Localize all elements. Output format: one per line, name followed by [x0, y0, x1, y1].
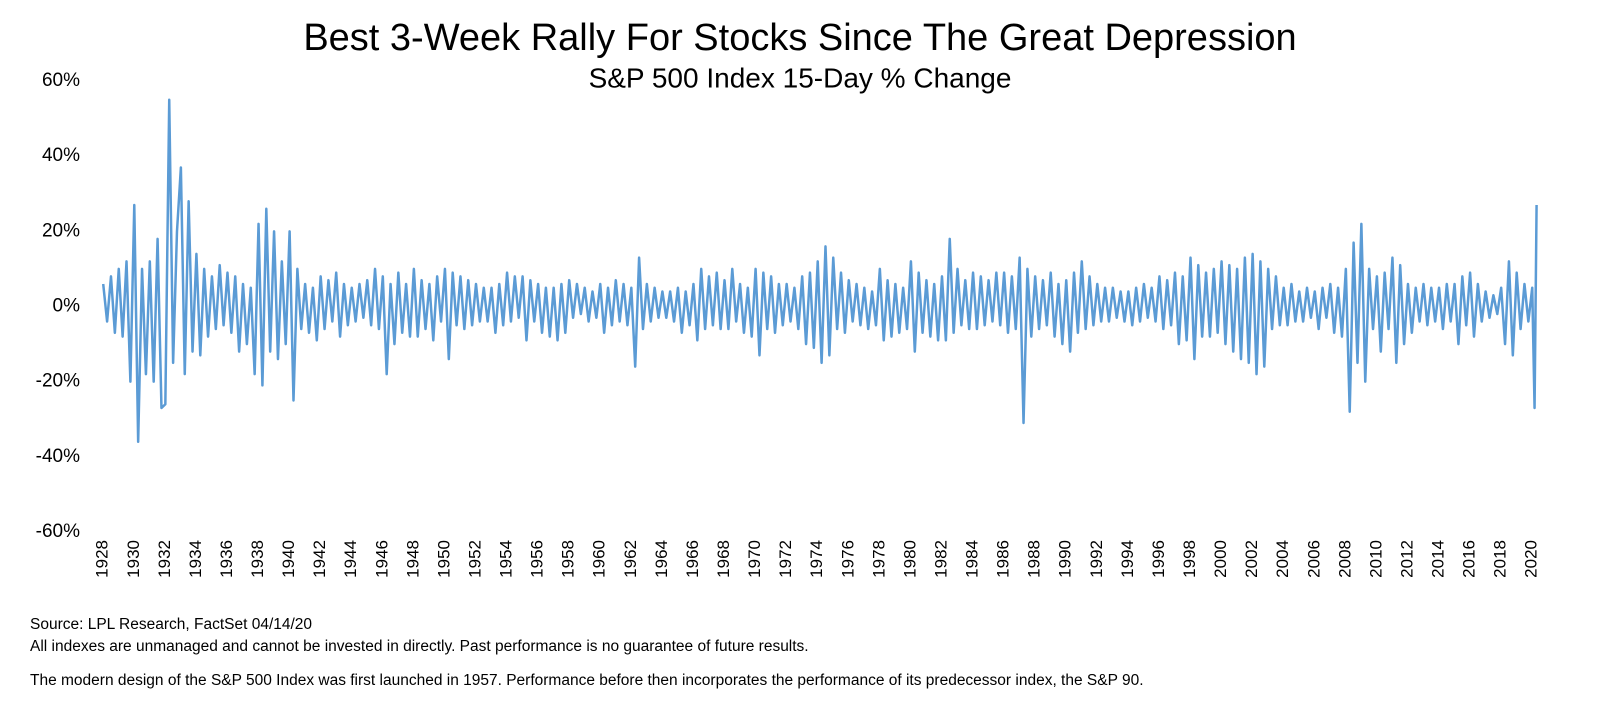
y-tick-label: -20% [36, 371, 80, 392]
x-tick-label: 1998 [1180, 540, 1199, 578]
x-tick-label: 1952 [465, 540, 484, 578]
y-tick-label: -60% [36, 521, 80, 542]
x-tick-label: 1964 [652, 540, 671, 578]
x-tick-label: 1944 [341, 540, 360, 578]
x-tick-label: 1950 [434, 540, 453, 578]
x-tick-label: 2018 [1491, 540, 1510, 578]
x-tick-label: 1956 [528, 540, 547, 578]
y-tick-label: -40% [36, 446, 80, 467]
x-tick-label: 1928 [93, 540, 112, 578]
x-tick-label: 2016 [1460, 540, 1479, 578]
x-tick-label: 2012 [1397, 540, 1416, 578]
x-tick-label: 1954 [497, 540, 516, 578]
x-tick-label: 1966 [683, 540, 702, 578]
x-tick-label: 1984 [963, 540, 982, 578]
x-tick-label: 1942 [310, 540, 329, 578]
x-tick-label: 1972 [776, 540, 795, 578]
source-note: Source: LPL Research, FactSet 04/14/20 [30, 616, 312, 633]
x-tick-label: 1994 [1118, 540, 1137, 578]
x-tick-label: 1970 [745, 540, 764, 578]
x-tick-label: 1958 [559, 540, 578, 578]
x-tick-label: 1980 [900, 540, 919, 578]
chart-title: Best 3-Week Rally For Stocks Since The G… [303, 17, 1296, 59]
data-line [101, 98, 1538, 444]
x-tick-label: 1976 [838, 540, 857, 578]
x-tick-label: 2010 [1366, 540, 1385, 578]
x-tick-label: 1946 [372, 540, 391, 578]
x-tick-label: 1936 [217, 540, 236, 578]
chart-subtitle: S&P 500 Index 15-Day % Change [589, 62, 1012, 93]
x-tick-label: 2002 [1242, 540, 1261, 578]
x-tick-label: 1990 [1056, 540, 1075, 578]
x-tick-label: 1962 [621, 540, 640, 578]
x-tick-label: 1974 [807, 540, 826, 578]
disclaimer-note: All indexes are unmanaged and cannot be … [30, 638, 809, 655]
x-tick-label: 2008 [1335, 540, 1354, 578]
x-tick-label: 1940 [279, 540, 298, 578]
y-tick-label: 40% [42, 145, 80, 166]
x-tick-label: 1996 [1149, 540, 1168, 578]
x-tick-label: 1986 [994, 540, 1013, 578]
x-tick-label: 1992 [1087, 540, 1106, 578]
x-tick-label: 1930 [124, 540, 143, 578]
x-tick-label: 2006 [1304, 540, 1323, 578]
x-tick-label: 2000 [1211, 540, 1230, 578]
x-tick-label: 2020 [1522, 540, 1541, 578]
x-tick-label: 1934 [186, 540, 205, 578]
x-tick-label: 1978 [869, 540, 888, 578]
x-tick-label: 1948 [403, 540, 422, 578]
x-tick-label: 1938 [248, 540, 267, 578]
y-tick-label: 0% [53, 296, 81, 317]
x-tick-label: 1982 [931, 540, 950, 578]
x-tick-label: 1988 [1025, 540, 1044, 578]
x-tick-label: 2004 [1273, 540, 1292, 578]
y-tick-label: 20% [42, 220, 80, 241]
x-tick-label: 2014 [1429, 540, 1448, 578]
x-tick-label: 1968 [714, 540, 733, 578]
x-tick-label: 1932 [155, 540, 174, 578]
x-tick-label: 1960 [590, 540, 609, 578]
index-note: The modern design of the S&P 500 Index w… [30, 672, 1144, 689]
y-tick-label: 60% [42, 70, 80, 91]
